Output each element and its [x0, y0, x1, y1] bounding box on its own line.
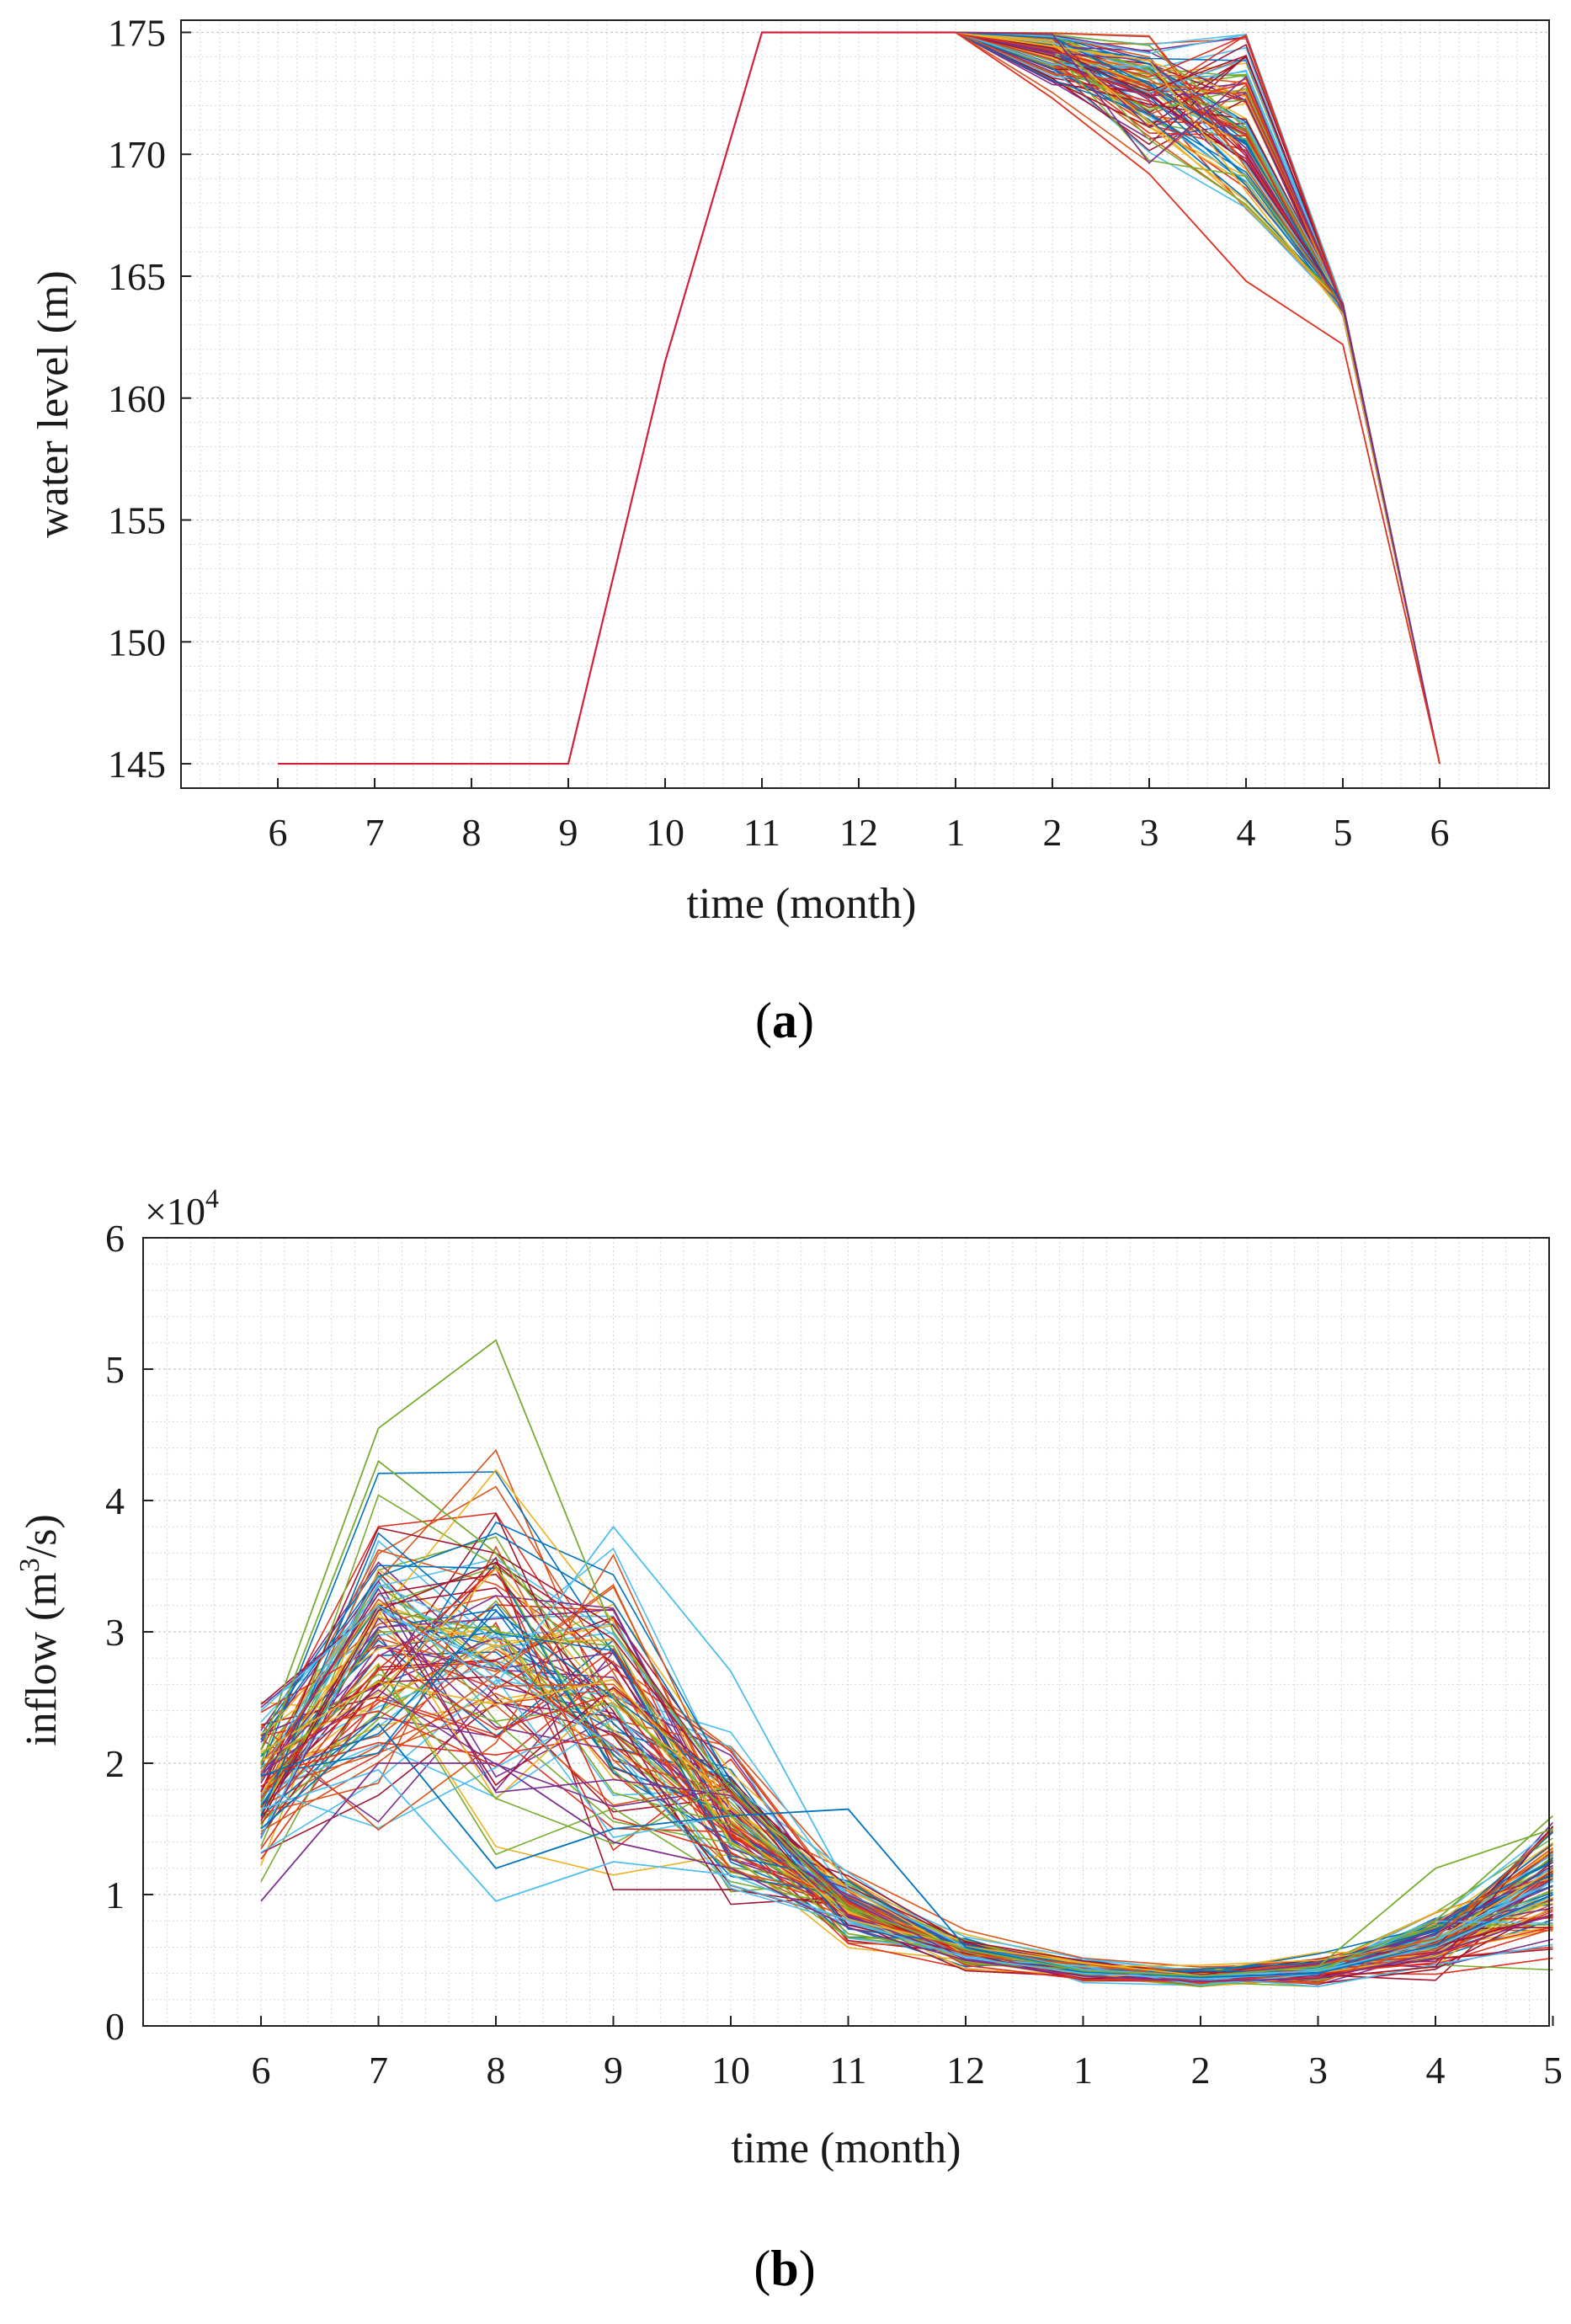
x-tick-label: 3 — [1308, 2049, 1328, 2092]
inflow-y-axis-label-main: inflow (m — [18, 1572, 66, 1746]
panel-a-label: (a) — [755, 993, 814, 1048]
water-level-series-line — [955, 31, 1441, 765]
water-level-x-axis-label: time (month) — [687, 880, 917, 928]
y-tick-label: 3 — [105, 1611, 125, 1654]
x-tick-label: 5 — [1334, 811, 1353, 854]
y-tick-label: 5 — [105, 1348, 125, 1391]
inflow-series-line — [260, 1587, 1553, 1978]
inflow-y-exponent-power: 4 — [205, 1183, 219, 1213]
x-tick-label: 2 — [1191, 2049, 1211, 2092]
panel-b-label: (b) — [754, 2241, 815, 2296]
x-tick-label: 4 — [1426, 2049, 1446, 2092]
y-tick-label: 6 — [105, 1217, 125, 1260]
x-tick-label: 8 — [462, 811, 482, 854]
inflow-x-axis-label: time (month) — [732, 2124, 961, 2172]
inflow-series-line — [260, 1653, 1553, 1981]
panel-b-letter: b — [770, 2241, 798, 2296]
y-tick-label: 155 — [108, 499, 166, 542]
inflow-y-axis-label-tail: /s) — [18, 1514, 66, 1558]
water-level-common-line — [278, 31, 956, 765]
water-level-extreme-line — [955, 31, 1441, 765]
y-tick-label: 145 — [108, 743, 166, 786]
inflow-series-line — [260, 1532, 1553, 1972]
x-tick-label: 12 — [839, 811, 878, 854]
x-tick-label: 1 — [946, 811, 966, 854]
y-tick-label: 175 — [108, 11, 166, 54]
x-tick-label: 3 — [1140, 811, 1159, 854]
inflow-series-line — [260, 1567, 1553, 1967]
x-tick-label: 2 — [1043, 811, 1062, 854]
y-tick-label: 170 — [108, 133, 166, 176]
inflow-series-line — [260, 1527, 1554, 1976]
inflow-series-line — [260, 1610, 1554, 1974]
x-tick-label: 9 — [604, 2049, 623, 2092]
y-tick-label: 0 — [105, 2005, 125, 2048]
inflow-y-axis-label: inflow (m3/s) — [14, 1514, 66, 1746]
inflow-series — [260, 1339, 1554, 1988]
y-tick-label: 160 — [108, 377, 166, 420]
y-tick-label: 165 — [108, 255, 166, 298]
water-level-plot-frame — [180, 19, 1550, 789]
inflow-highlight-line — [260, 1525, 1553, 1977]
x-tick-label: 10 — [711, 2049, 750, 2092]
water-level-series — [278, 31, 1441, 765]
x-tick-label: 6 — [252, 2049, 271, 2092]
x-tick-label: 4 — [1237, 811, 1256, 854]
x-tick-label: 7 — [365, 811, 385, 854]
inflow-y-exponent: ×104 — [145, 1183, 219, 1233]
x-tick-label: 8 — [487, 2049, 506, 2092]
inflow-highlight-line — [260, 1722, 1553, 1979]
x-tick-label: 5 — [1543, 2049, 1563, 2092]
x-tick-label: 1 — [1073, 2049, 1093, 2092]
panel-a-letter: a — [772, 993, 797, 1048]
x-tick-label: 6 — [1430, 811, 1450, 854]
x-tick-label: 11 — [743, 811, 780, 854]
inflow-series-line — [260, 1676, 1553, 1985]
x-tick-label: 12 — [946, 2049, 985, 2092]
water-level-grid — [180, 20, 1549, 789]
inflow-series-line — [260, 1521, 1553, 1975]
x-tick-label: 7 — [369, 2049, 388, 2092]
inflow-highlight-line — [260, 1762, 1553, 1982]
y-tick-label: 2 — [105, 1742, 125, 1785]
water-level-y-axis-label: water level (m) — [29, 270, 77, 538]
inflow-y-exponent-base: ×10 — [145, 1190, 205, 1233]
water-level-series-line — [955, 31, 1441, 765]
x-tick-label: 9 — [559, 811, 578, 854]
inflow-series-line — [260, 1532, 1553, 1975]
x-tick-label: 11 — [829, 2049, 866, 2092]
y-tick-label: 4 — [105, 1479, 125, 1522]
y-tick-label: 150 — [108, 621, 166, 664]
x-tick-label: 6 — [269, 811, 288, 854]
inflow-highlight-line — [260, 1459, 1553, 1977]
y-tick-label: 1 — [105, 1874, 125, 1916]
inflow-y-axis-label-sup: 3 — [14, 1558, 45, 1572]
x-tick-label: 10 — [646, 811, 684, 854]
